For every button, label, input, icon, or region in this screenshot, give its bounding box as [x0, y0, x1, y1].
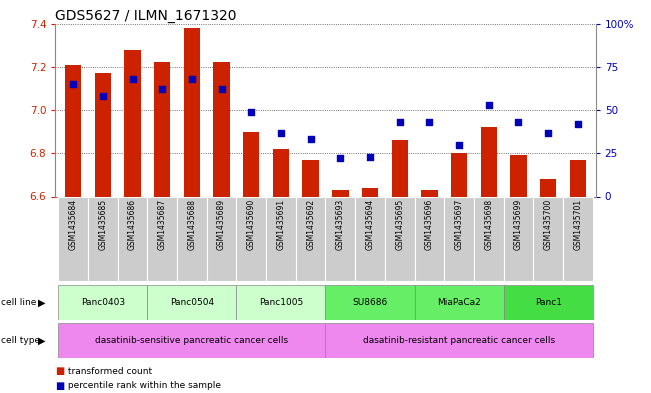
Text: GSM1435701: GSM1435701 — [574, 199, 583, 250]
Bar — [451, 153, 467, 196]
Text: GSM1435685: GSM1435685 — [98, 199, 107, 250]
Bar — [147, 285, 236, 320]
Point — [395, 119, 405, 125]
Text: GSM1435689: GSM1435689 — [217, 199, 226, 250]
Bar — [154, 62, 171, 196]
Bar — [504, 196, 533, 281]
Point — [157, 86, 167, 92]
Bar — [540, 179, 557, 196]
Bar — [236, 285, 326, 320]
Bar — [177, 196, 207, 281]
Point — [543, 129, 553, 136]
Bar — [444, 196, 474, 281]
Point — [365, 154, 375, 160]
Bar — [563, 196, 592, 281]
Point — [424, 119, 435, 125]
Bar — [362, 188, 378, 196]
Bar — [421, 190, 437, 196]
Text: ■: ■ — [55, 381, 64, 391]
Point — [128, 76, 138, 82]
Bar — [474, 196, 504, 281]
Text: transformed count: transformed count — [65, 367, 152, 376]
Bar — [415, 285, 504, 320]
Bar — [326, 323, 592, 358]
Bar — [243, 132, 260, 196]
Text: MiaPaCa2: MiaPaCa2 — [437, 298, 481, 307]
Text: GSM1435696: GSM1435696 — [425, 199, 434, 250]
Bar — [355, 196, 385, 281]
Text: GSM1435688: GSM1435688 — [187, 199, 197, 250]
Text: Panc1005: Panc1005 — [259, 298, 303, 307]
Bar — [88, 196, 118, 281]
Text: dasatinib-resistant pancreatic cancer cells: dasatinib-resistant pancreatic cancer ce… — [363, 336, 555, 345]
Bar — [273, 149, 289, 196]
Point — [454, 141, 464, 148]
Text: GSM1435695: GSM1435695 — [395, 199, 404, 250]
Point — [98, 93, 108, 99]
Bar — [59, 285, 147, 320]
Bar — [303, 160, 319, 196]
Text: GSM1435693: GSM1435693 — [336, 199, 345, 250]
Point — [216, 86, 227, 92]
Bar — [533, 196, 563, 281]
Text: ▶: ▶ — [38, 298, 46, 308]
Text: ■: ■ — [55, 366, 64, 376]
Point — [68, 81, 78, 87]
Bar — [124, 50, 141, 196]
Text: GDS5627 / ILMN_1671320: GDS5627 / ILMN_1671320 — [55, 9, 237, 22]
Text: GSM1435697: GSM1435697 — [454, 199, 464, 250]
Bar — [184, 28, 200, 196]
Bar — [207, 196, 236, 281]
Bar — [480, 127, 497, 196]
Text: GSM1435700: GSM1435700 — [544, 199, 553, 250]
Bar — [391, 140, 408, 196]
Point — [276, 129, 286, 136]
Text: GSM1435690: GSM1435690 — [247, 199, 256, 250]
Bar — [147, 196, 177, 281]
Point — [484, 102, 494, 108]
Point — [573, 121, 583, 127]
Text: GSM1435691: GSM1435691 — [277, 199, 286, 250]
Text: cell type: cell type — [1, 336, 40, 345]
Bar — [236, 196, 266, 281]
Bar — [332, 190, 348, 196]
Bar — [94, 73, 111, 196]
Text: GSM1435687: GSM1435687 — [158, 199, 167, 250]
Text: ▶: ▶ — [38, 336, 46, 346]
Bar — [570, 160, 586, 196]
Bar — [59, 196, 88, 281]
Point — [187, 76, 197, 82]
Text: cell line: cell line — [1, 298, 36, 307]
Text: GSM1435692: GSM1435692 — [306, 199, 315, 250]
Bar — [296, 196, 326, 281]
Point — [335, 155, 346, 162]
Text: dasatinib-sensitive pancreatic cancer cells: dasatinib-sensitive pancreatic cancer ce… — [95, 336, 288, 345]
Bar — [504, 285, 592, 320]
Bar — [266, 196, 296, 281]
Text: Panc0403: Panc0403 — [81, 298, 125, 307]
Text: percentile rank within the sample: percentile rank within the sample — [65, 382, 221, 390]
Bar — [326, 196, 355, 281]
Text: GSM1435698: GSM1435698 — [484, 199, 493, 250]
Bar — [415, 196, 444, 281]
Bar — [65, 65, 81, 196]
Bar — [326, 285, 415, 320]
Text: GSM1435694: GSM1435694 — [365, 199, 374, 250]
Bar — [118, 196, 147, 281]
Text: SU8686: SU8686 — [352, 298, 387, 307]
Text: GSM1435699: GSM1435699 — [514, 199, 523, 250]
Bar — [214, 62, 230, 196]
Text: Panc1: Panc1 — [534, 298, 562, 307]
Point — [305, 136, 316, 143]
Text: GSM1435684: GSM1435684 — [68, 199, 77, 250]
Point — [513, 119, 523, 125]
Bar — [385, 196, 415, 281]
Text: GSM1435686: GSM1435686 — [128, 199, 137, 250]
Bar — [510, 155, 527, 196]
Bar — [59, 323, 326, 358]
Text: Panc0504: Panc0504 — [170, 298, 214, 307]
Point — [246, 108, 256, 115]
